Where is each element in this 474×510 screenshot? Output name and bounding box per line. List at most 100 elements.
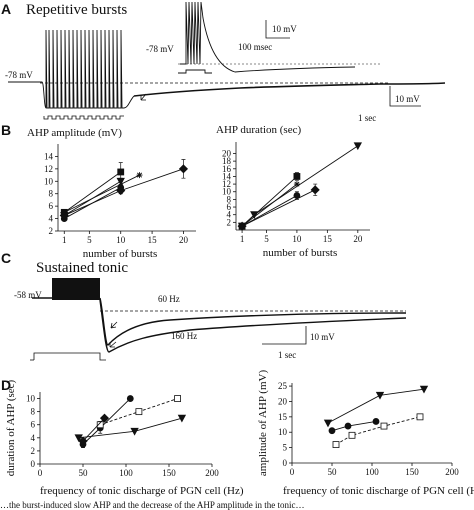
data-point	[375, 391, 385, 400]
panel-c-letter: C	[1, 250, 11, 266]
y-tick-label: 4	[227, 210, 232, 220]
data-point	[116, 177, 125, 186]
series-line	[64, 171, 121, 213]
y-axis-label: duration of AHP (sec)	[5, 379, 17, 476]
x-tick-label: 15	[148, 235, 158, 245]
y-tick-label: 6	[49, 201, 54, 211]
x-tick-label: 200	[205, 468, 219, 478]
panel-b: B AHP amplitude (mV) AHP duration (sec) …	[1, 122, 370, 260]
ahp-arrow	[140, 93, 147, 101]
y-tick-label: 10	[278, 427, 288, 437]
inset-scale-t: 100 msec	[238, 42, 272, 52]
panel-a-title: Repetitive bursts	[26, 2, 127, 18]
x-tick-label: 20	[353, 234, 363, 244]
y-tick-label: 14	[222, 171, 232, 181]
data-point	[117, 168, 125, 176]
panel-a-vm-label: -78 mV	[5, 70, 33, 80]
inset-scale-bar	[265, 20, 290, 39]
panel-c: C Sustained tonic -58 mV 60 Hz 160 Hz 10…	[1, 250, 407, 361]
scale-a-t: 1 sec	[358, 113, 376, 123]
data-point	[293, 173, 301, 180]
data-point	[126, 395, 134, 402]
series-line	[241, 145, 359, 227]
data-point	[310, 185, 320, 195]
data-point	[74, 434, 83, 443]
y-tick-label: 4	[31, 433, 36, 443]
series-line	[82, 398, 131, 445]
series-line	[82, 417, 105, 442]
arrow-60hz	[110, 321, 118, 329]
data-point	[323, 419, 333, 428]
tonic-current-step	[33, 352, 106, 361]
y-tick-label: 2	[227, 217, 232, 227]
data-point	[130, 427, 139, 436]
x-tick-label: 5	[87, 235, 92, 245]
y-tick-label: 12	[222, 179, 231, 189]
panel-b-left-title: AHP amplitude (mV)	[27, 127, 122, 139]
data-point	[178, 164, 189, 174]
x-tick-label: 10	[116, 235, 126, 245]
caption-fragment: …the burst-induced slow AHP and the decr…	[0, 500, 305, 510]
x-tick-label: 100	[365, 467, 379, 477]
panel-c-vm-label: -58 mV	[14, 290, 42, 300]
data-point	[61, 209, 68, 216]
series-line	[241, 183, 298, 227]
series-line	[241, 195, 298, 227]
x-tick-label: 150	[405, 467, 419, 477]
burst-trace	[8, 29, 446, 109]
series-line	[335, 416, 421, 445]
x-axis-label: number of bursts	[83, 248, 158, 260]
y-tick-label: 16	[222, 164, 232, 174]
scale-c-t: 1 sec	[278, 350, 296, 360]
y-tick-label: 6	[227, 202, 232, 212]
data-point	[332, 441, 340, 448]
tonic-trace-60hz	[32, 297, 407, 346]
data-point	[116, 186, 126, 196]
inset-trace	[178, 1, 356, 74]
chart-ahp-amplitude-vs-frequency: 0 50 100 150 200 0 5 10 15 20 25 frequency of tonic…	[257, 370, 474, 497]
tonic-trace-160hz	[99, 299, 407, 353]
data-point	[59, 210, 69, 221]
y-tick-label: 5	[283, 443, 288, 453]
y-tick-label: 0	[283, 458, 288, 468]
x-tick-label: 200	[445, 467, 459, 477]
x-tick-label: 20	[179, 235, 189, 245]
data-point	[344, 422, 352, 430]
data-point	[177, 414, 187, 423]
y-tick-label: 2	[49, 226, 54, 236]
x-tick-label: 15	[323, 234, 333, 244]
y-tick-label: 10	[44, 176, 54, 186]
y-tick-label: 18	[222, 156, 232, 166]
chart-ahp-duration-vs-frequency: 0 50 100 150 200 0 2 4 6 8 10 frequency of tonic di…	[5, 379, 244, 497]
data-point	[293, 181, 300, 188]
y-tick-label: 10	[26, 394, 36, 404]
data-point	[348, 431, 356, 439]
data-point	[416, 413, 424, 421]
y-tick-label: 6	[31, 420, 36, 430]
x-tick-label: 50	[328, 467, 338, 477]
y-tick-label: 20	[278, 396, 288, 406]
inset-vm-label: -78 mV	[146, 44, 174, 54]
arrow-160hz	[109, 341, 117, 348]
x-axis-label: frequency of tonic discharge of PGN cell…	[40, 485, 244, 497]
y-tick-label: 2	[31, 446, 36, 456]
data-point	[328, 427, 336, 435]
scale-bar-c	[262, 326, 307, 345]
series-line	[78, 417, 183, 439]
data-point	[174, 395, 182, 402]
series-line	[331, 421, 377, 432]
data-point	[78, 436, 88, 446]
y-tick-label: 8	[227, 194, 232, 204]
y-tick-label: 0	[31, 459, 36, 469]
x-tick-label: 5	[264, 234, 269, 244]
y-tick-label: 14	[44, 151, 54, 161]
tonic-burst-block	[52, 278, 100, 300]
series-line	[241, 176, 298, 227]
panel-a-letter: A	[1, 1, 11, 17]
series-line	[64, 174, 140, 213]
data-point	[136, 172, 143, 179]
panel-b-letter: B	[1, 122, 11, 138]
